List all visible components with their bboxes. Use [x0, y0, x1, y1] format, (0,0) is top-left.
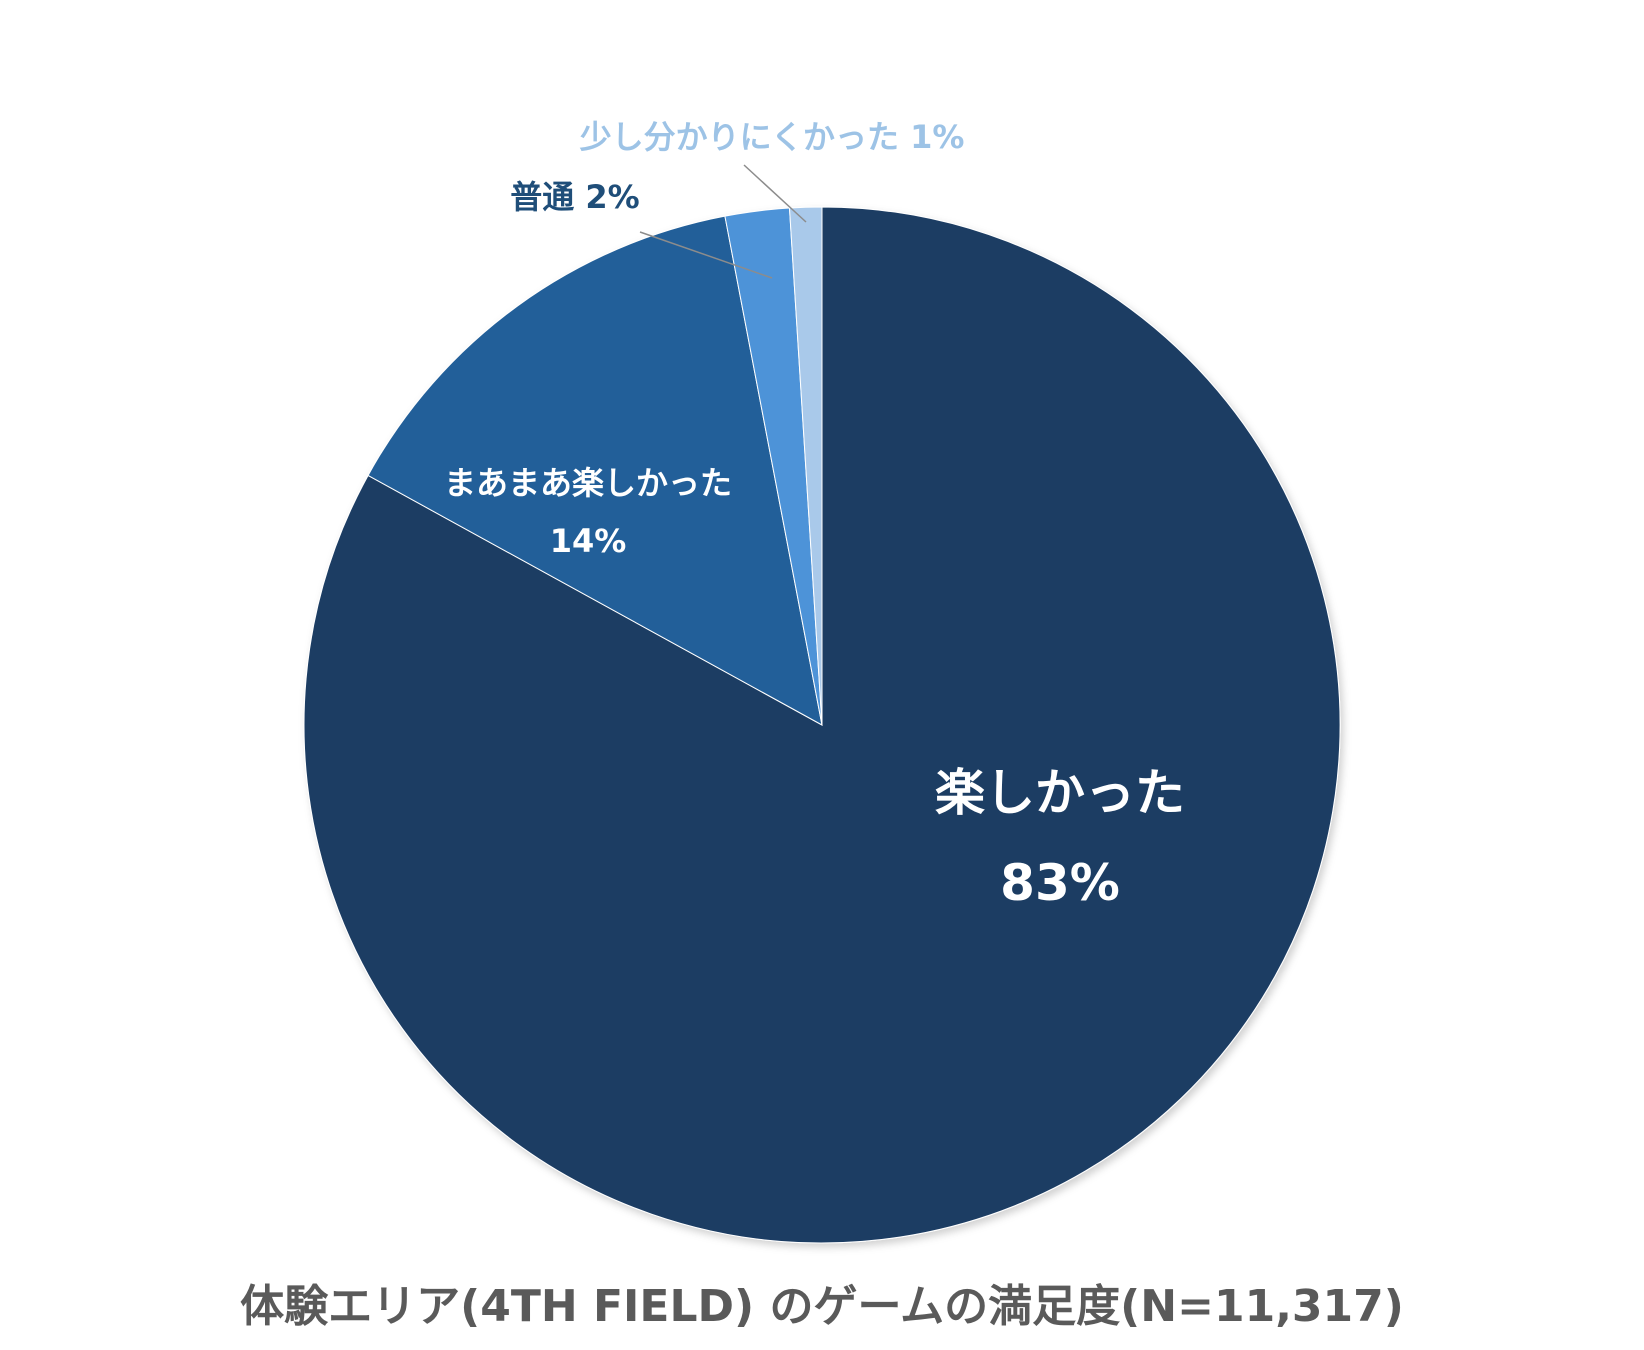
pie-slice-2: [367, 215, 823, 726]
slice-1-name-label: 楽しかった: [935, 764, 1185, 822]
slice-4-leader-line: [743, 164, 807, 223]
pie-slices: [303, 206, 1341, 1244]
slice-1-value-label: 83%: [1000, 854, 1120, 912]
slice-4-label: 少し分かりにくかった 1%: [580, 118, 965, 156]
pie-slice-4: [788, 206, 823, 726]
slice-3-label: 普通 2%: [510, 178, 639, 216]
leader-lines: [639, 164, 807, 279]
slice-3-leader-line: [639, 231, 773, 279]
slice-labels: 楽しかった 83% まあまあ楽しかった 14% 普通 2% 少し分かりにくかった 1%: [444, 118, 1185, 912]
chart-title: 体験エリア(4TH FIELD) のゲームの満足度(N=11,317): [240, 1281, 1404, 1332]
slice-2-value-label: 14%: [550, 522, 627, 560]
slice-2-name-label: まあまあ楽しかった: [444, 464, 732, 502]
